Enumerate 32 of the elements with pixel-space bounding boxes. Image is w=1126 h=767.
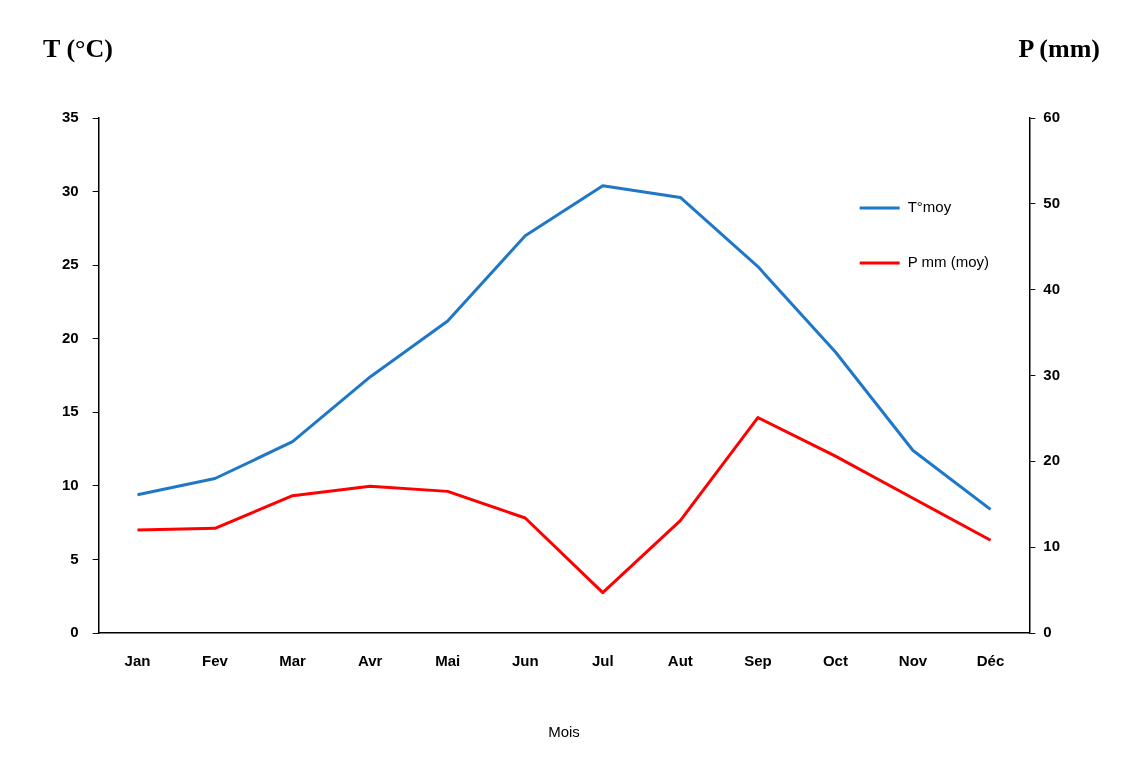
y-tick-label: 15 [62, 402, 79, 420]
y-tick-label: 20 [62, 328, 79, 346]
y2-tick-label: 0 [1043, 623, 1052, 641]
x-tick-label: Aut [667, 652, 693, 670]
x-tick-label: Sep [744, 652, 772, 670]
y2-tick-label: 10 [1043, 537, 1060, 555]
y2-tick-label: 30 [1043, 365, 1060, 383]
x-tick-label: Fev [202, 652, 229, 670]
y2-tick-label: 50 [1043, 193, 1060, 211]
x-tick-label: Jan [124, 652, 151, 670]
y2-tick-label: 40 [1043, 279, 1060, 297]
x-tick-label: Oct [822, 652, 848, 670]
y2-tick-label: 20 [1043, 451, 1060, 469]
y-tick-label: 0 [70, 623, 79, 641]
y2-axis-title: P (mm) [1018, 33, 1100, 63]
y-tick-label: 30 [62, 181, 79, 199]
x-axis-title: Mois [548, 723, 580, 741]
x-tick-label: Mar [279, 652, 307, 670]
x-tick-label: Jun [511, 652, 539, 670]
x-tick-label: Déc [976, 652, 1005, 670]
y2-tick-label: 60 [1043, 108, 1060, 126]
legend-label: P mm (moy) [907, 253, 990, 271]
legend-label: T°moy [907, 198, 952, 216]
y-tick-label: 25 [62, 255, 79, 273]
y-tick-label: 35 [62, 108, 79, 126]
x-tick-label: Avr [357, 652, 383, 670]
x-tick-label: Jul [591, 652, 614, 670]
y-axis-title: T (°C) [43, 33, 113, 63]
x-tick-label: Nov [898, 652, 928, 670]
y-tick-label: 10 [62, 476, 79, 493]
y-tick-label: 5 [70, 549, 79, 567]
x-tick-label: Mai [435, 652, 461, 670]
